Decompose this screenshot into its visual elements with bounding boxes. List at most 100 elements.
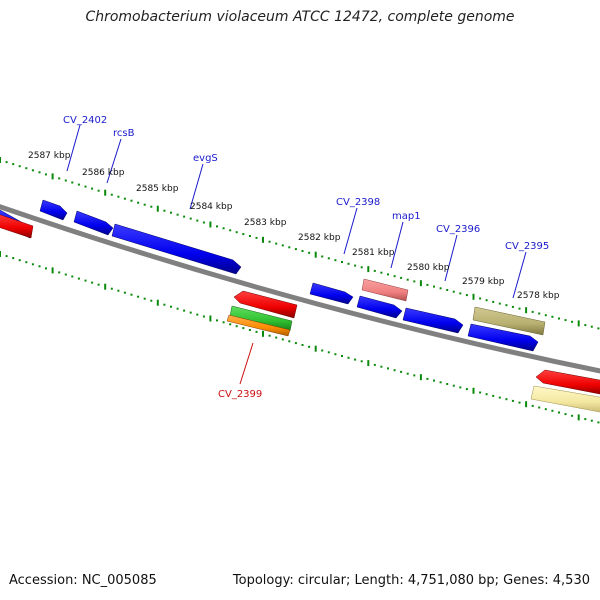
ruler-tick [511,399,514,402]
ruler-tick [314,345,317,352]
ruler-tick [51,173,54,180]
gene-feature[interactable] [472,306,546,336]
gene-label-evgs[interactable]: evgS [193,153,218,164]
ruler-tick [275,242,278,245]
ruler-tick [406,278,409,281]
ruler-tick [5,255,8,258]
ruler-tick [531,310,534,313]
ruler-tick [150,205,153,208]
ruler-tick [71,275,74,278]
ruler-tick [25,261,28,264]
ruler-tick [347,262,350,265]
scale-label: 2587 kbp [28,151,71,161]
ruler-tick [288,246,291,249]
ruler-tick [406,372,409,375]
ruler-tick [156,299,159,306]
ruler-tick [387,367,389,370]
scale-label: 2586 kbp [82,168,125,178]
ruler-tick [301,250,304,252]
ruler-tick [577,414,580,421]
ruler-tick [156,205,159,212]
scale-ruler [0,157,600,424]
ruler-tick [163,209,166,212]
ruler-tick [426,377,429,380]
scale-label: 2578 kbp [517,291,560,301]
gene-feature[interactable] [0,213,34,239]
gene-label-rcsb[interactable]: rcsB [113,128,135,139]
ruler-tick [262,330,264,337]
ruler-tick [31,263,34,266]
ruler-tick [163,303,166,306]
ruler-tick [229,323,232,326]
ruler-tick [110,287,113,290]
ruler-tick [327,351,330,354]
ruler-tick [255,330,258,333]
gene-feature[interactable] [73,210,114,236]
ruler-tick [91,187,94,190]
ruler-tick [452,290,455,293]
ruler-tick [360,360,363,363]
ruler-tick [518,307,521,310]
ruler-tick [222,321,225,324]
ruler-tick [143,297,146,300]
ruler-tick [202,221,205,224]
gene-feature[interactable] [226,314,291,337]
ruler-tick [393,369,396,372]
ruler-tick [38,171,41,174]
ruler-tick [367,266,370,273]
ruler-tick [400,276,403,279]
ruler-tick [538,406,541,409]
ruler-tick [5,161,8,164]
gene-feature[interactable] [356,295,403,319]
ruler-tick [123,291,126,294]
gene-feature[interactable] [39,199,68,221]
ruler-tick [584,324,587,327]
gene-feature[interactable] [233,290,298,319]
ruler-tick [577,320,580,327]
ruler-tick [387,273,389,276]
ruler-tick [71,181,74,184]
ruler-tick [505,304,508,307]
ruler-tick [104,283,107,290]
ruler-tick [189,217,192,220]
ruler-tick [104,189,107,196]
ruler-tick [597,421,600,424]
gene-label-cv2398[interactable]: CV_2398 [336,197,380,208]
ruler-tick [294,248,297,251]
gene-feature[interactable] [229,305,293,332]
ruler-tick [354,358,357,361]
gene-feature[interactable] [530,385,600,413]
gene-feature[interactable] [309,282,354,305]
gene-label-cv2399[interactable]: CV_2399 [218,389,262,400]
gene-label-cv2402[interactable]: CV_2402 [63,115,107,126]
ruler-tick [255,236,258,239]
ruler-tick [97,283,100,286]
ruler-tick [58,271,61,274]
scale-label: 2581 kbp [352,248,395,258]
gene-feature[interactable] [467,323,539,352]
gene-feature[interactable] [361,278,409,302]
gene-feature[interactable] [535,369,600,395]
ruler-tick [91,281,94,284]
gene-feature[interactable] [111,223,242,275]
ruler-tick [77,183,80,186]
scale-label: 2580 kbp [407,263,450,273]
map-title: Chromobacterium violaceum ATCC 12472, co… [85,9,515,25]
ruler-tick [25,167,28,170]
genome-summary-text: Topology: circular; Length: 4,751,080 bp… [232,573,590,588]
ruler-tick [498,396,501,399]
ruler-tick [452,384,455,387]
ruler-tick [209,221,212,228]
gene-feature[interactable] [402,307,464,334]
ruler-tick [97,189,100,192]
ruler-tick [465,294,468,297]
ruler-tick [196,219,199,222]
gene-label-cv2395[interactable]: CV_2395 [505,241,549,252]
gene-label-map1[interactable]: map1 [392,211,421,222]
gene-label-cv2396[interactable]: CV_2396 [436,224,480,235]
ruler-tick [268,334,271,337]
ruler-tick [229,229,232,232]
ruler-tick [137,295,140,298]
ruler-tick [380,365,383,368]
